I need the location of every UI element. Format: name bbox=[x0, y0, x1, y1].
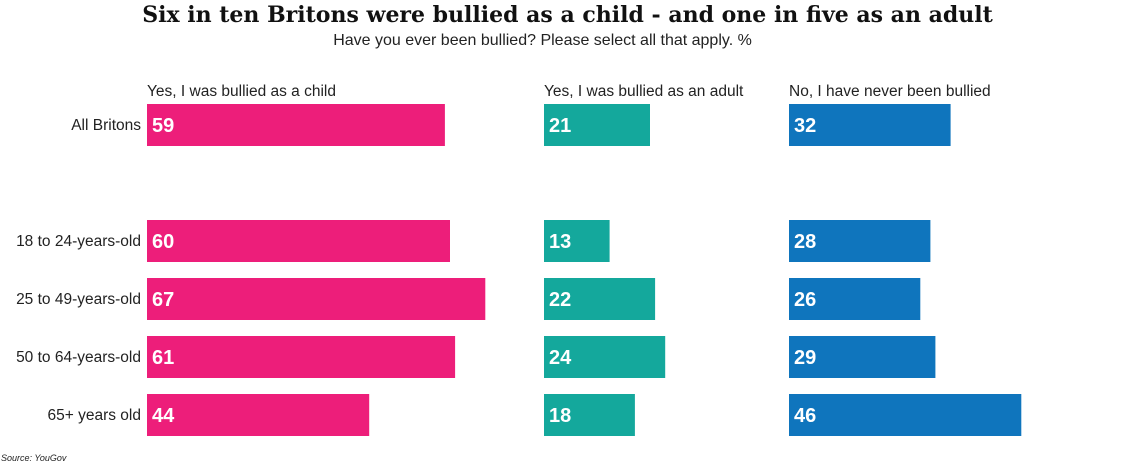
data-label: 60 bbox=[152, 231, 174, 253]
data-label: 22 bbox=[549, 289, 571, 311]
bar bbox=[544, 278, 656, 320]
data-label: 59 bbox=[152, 115, 174, 137]
data-label: 24 bbox=[549, 347, 572, 369]
category-label: 65+ years old bbox=[48, 407, 142, 424]
data-label: 28 bbox=[794, 231, 816, 253]
chart-subtitle: Have you ever been bullied? Please selec… bbox=[333, 32, 752, 49]
series-header: Yes, I was bullied as an adult bbox=[544, 83, 744, 100]
data-label: 29 bbox=[794, 347, 816, 369]
bar bbox=[147, 336, 456, 378]
data-label: 26 bbox=[794, 289, 816, 311]
bar bbox=[789, 220, 931, 262]
bar bbox=[544, 220, 610, 262]
series-header: Yes, I was bullied as a child bbox=[147, 83, 336, 100]
data-label: 32 bbox=[794, 115, 816, 137]
bar bbox=[789, 394, 1022, 436]
bar bbox=[789, 336, 936, 378]
bar bbox=[147, 394, 370, 436]
bar bbox=[147, 104, 445, 146]
data-label: 18 bbox=[549, 405, 571, 427]
category-label: All Britons bbox=[71, 117, 141, 134]
bar bbox=[789, 104, 951, 146]
category-label: 50 to 64-years-old bbox=[16, 349, 141, 366]
bar bbox=[147, 220, 450, 262]
data-label: 21 bbox=[549, 115, 571, 137]
data-label: 13 bbox=[549, 231, 571, 253]
bar bbox=[147, 278, 486, 320]
data-label: 44 bbox=[152, 405, 175, 427]
chart-title: Six in ten Britons were bullied as a chi… bbox=[142, 2, 993, 28]
data-label: 67 bbox=[152, 289, 174, 311]
category-label: 25 to 49-years-old bbox=[16, 291, 141, 308]
data-label: 46 bbox=[794, 405, 816, 427]
category-label: 18 to 24-years-old bbox=[16, 233, 141, 250]
data-label: 61 bbox=[152, 347, 174, 369]
bar bbox=[789, 278, 921, 320]
bar bbox=[544, 336, 666, 378]
series-header: No, I have never been bullied bbox=[789, 83, 991, 100]
bar bbox=[544, 104, 650, 146]
bar bbox=[544, 394, 635, 436]
source-note: Source: YouGov bbox=[1, 453, 67, 463]
